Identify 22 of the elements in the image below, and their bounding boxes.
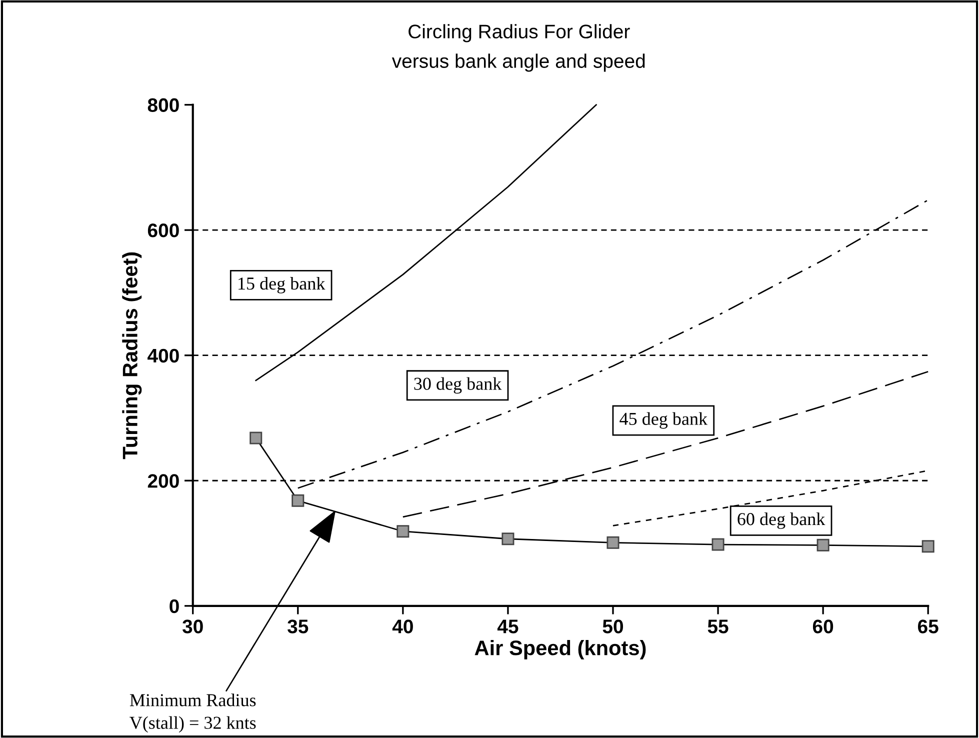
series-label: 30 deg bank: [414, 377, 502, 394]
x-tick-label: 30: [182, 620, 203, 634]
y-tick-label: 200: [148, 474, 179, 488]
x-tick-label: 40: [392, 620, 413, 634]
series-label: 45 deg bank: [620, 412, 708, 429]
y-tick-label: 600: [148, 224, 179, 238]
x-tick-label: 45: [497, 620, 518, 634]
y-tick-label: 0: [170, 599, 179, 614]
x-axis-title: Air Speed (knots): [474, 640, 646, 660]
chart-title: Circling Radius For Glider: [408, 24, 630, 42]
x-tick-label: 65: [918, 620, 938, 634]
x-tick-label: 60: [812, 620, 834, 634]
y-tick-label: 800: [148, 98, 179, 112]
y-tick-label: 400: [148, 348, 179, 363]
series-label: 15 deg bank: [238, 276, 326, 294]
x-tick-label: 55: [708, 620, 728, 634]
chart-subtitle: versus bank angle and speed: [392, 54, 645, 72]
series-label: 60 deg bank: [738, 512, 826, 529]
x-tick-label: 35: [288, 620, 308, 634]
annotation: Minimum Radius V(stall) = 32 knts: [130, 694, 256, 733]
y-axis-title: Turning Radius (feet): [122, 252, 142, 460]
x-tick-label: 50: [602, 620, 624, 634]
